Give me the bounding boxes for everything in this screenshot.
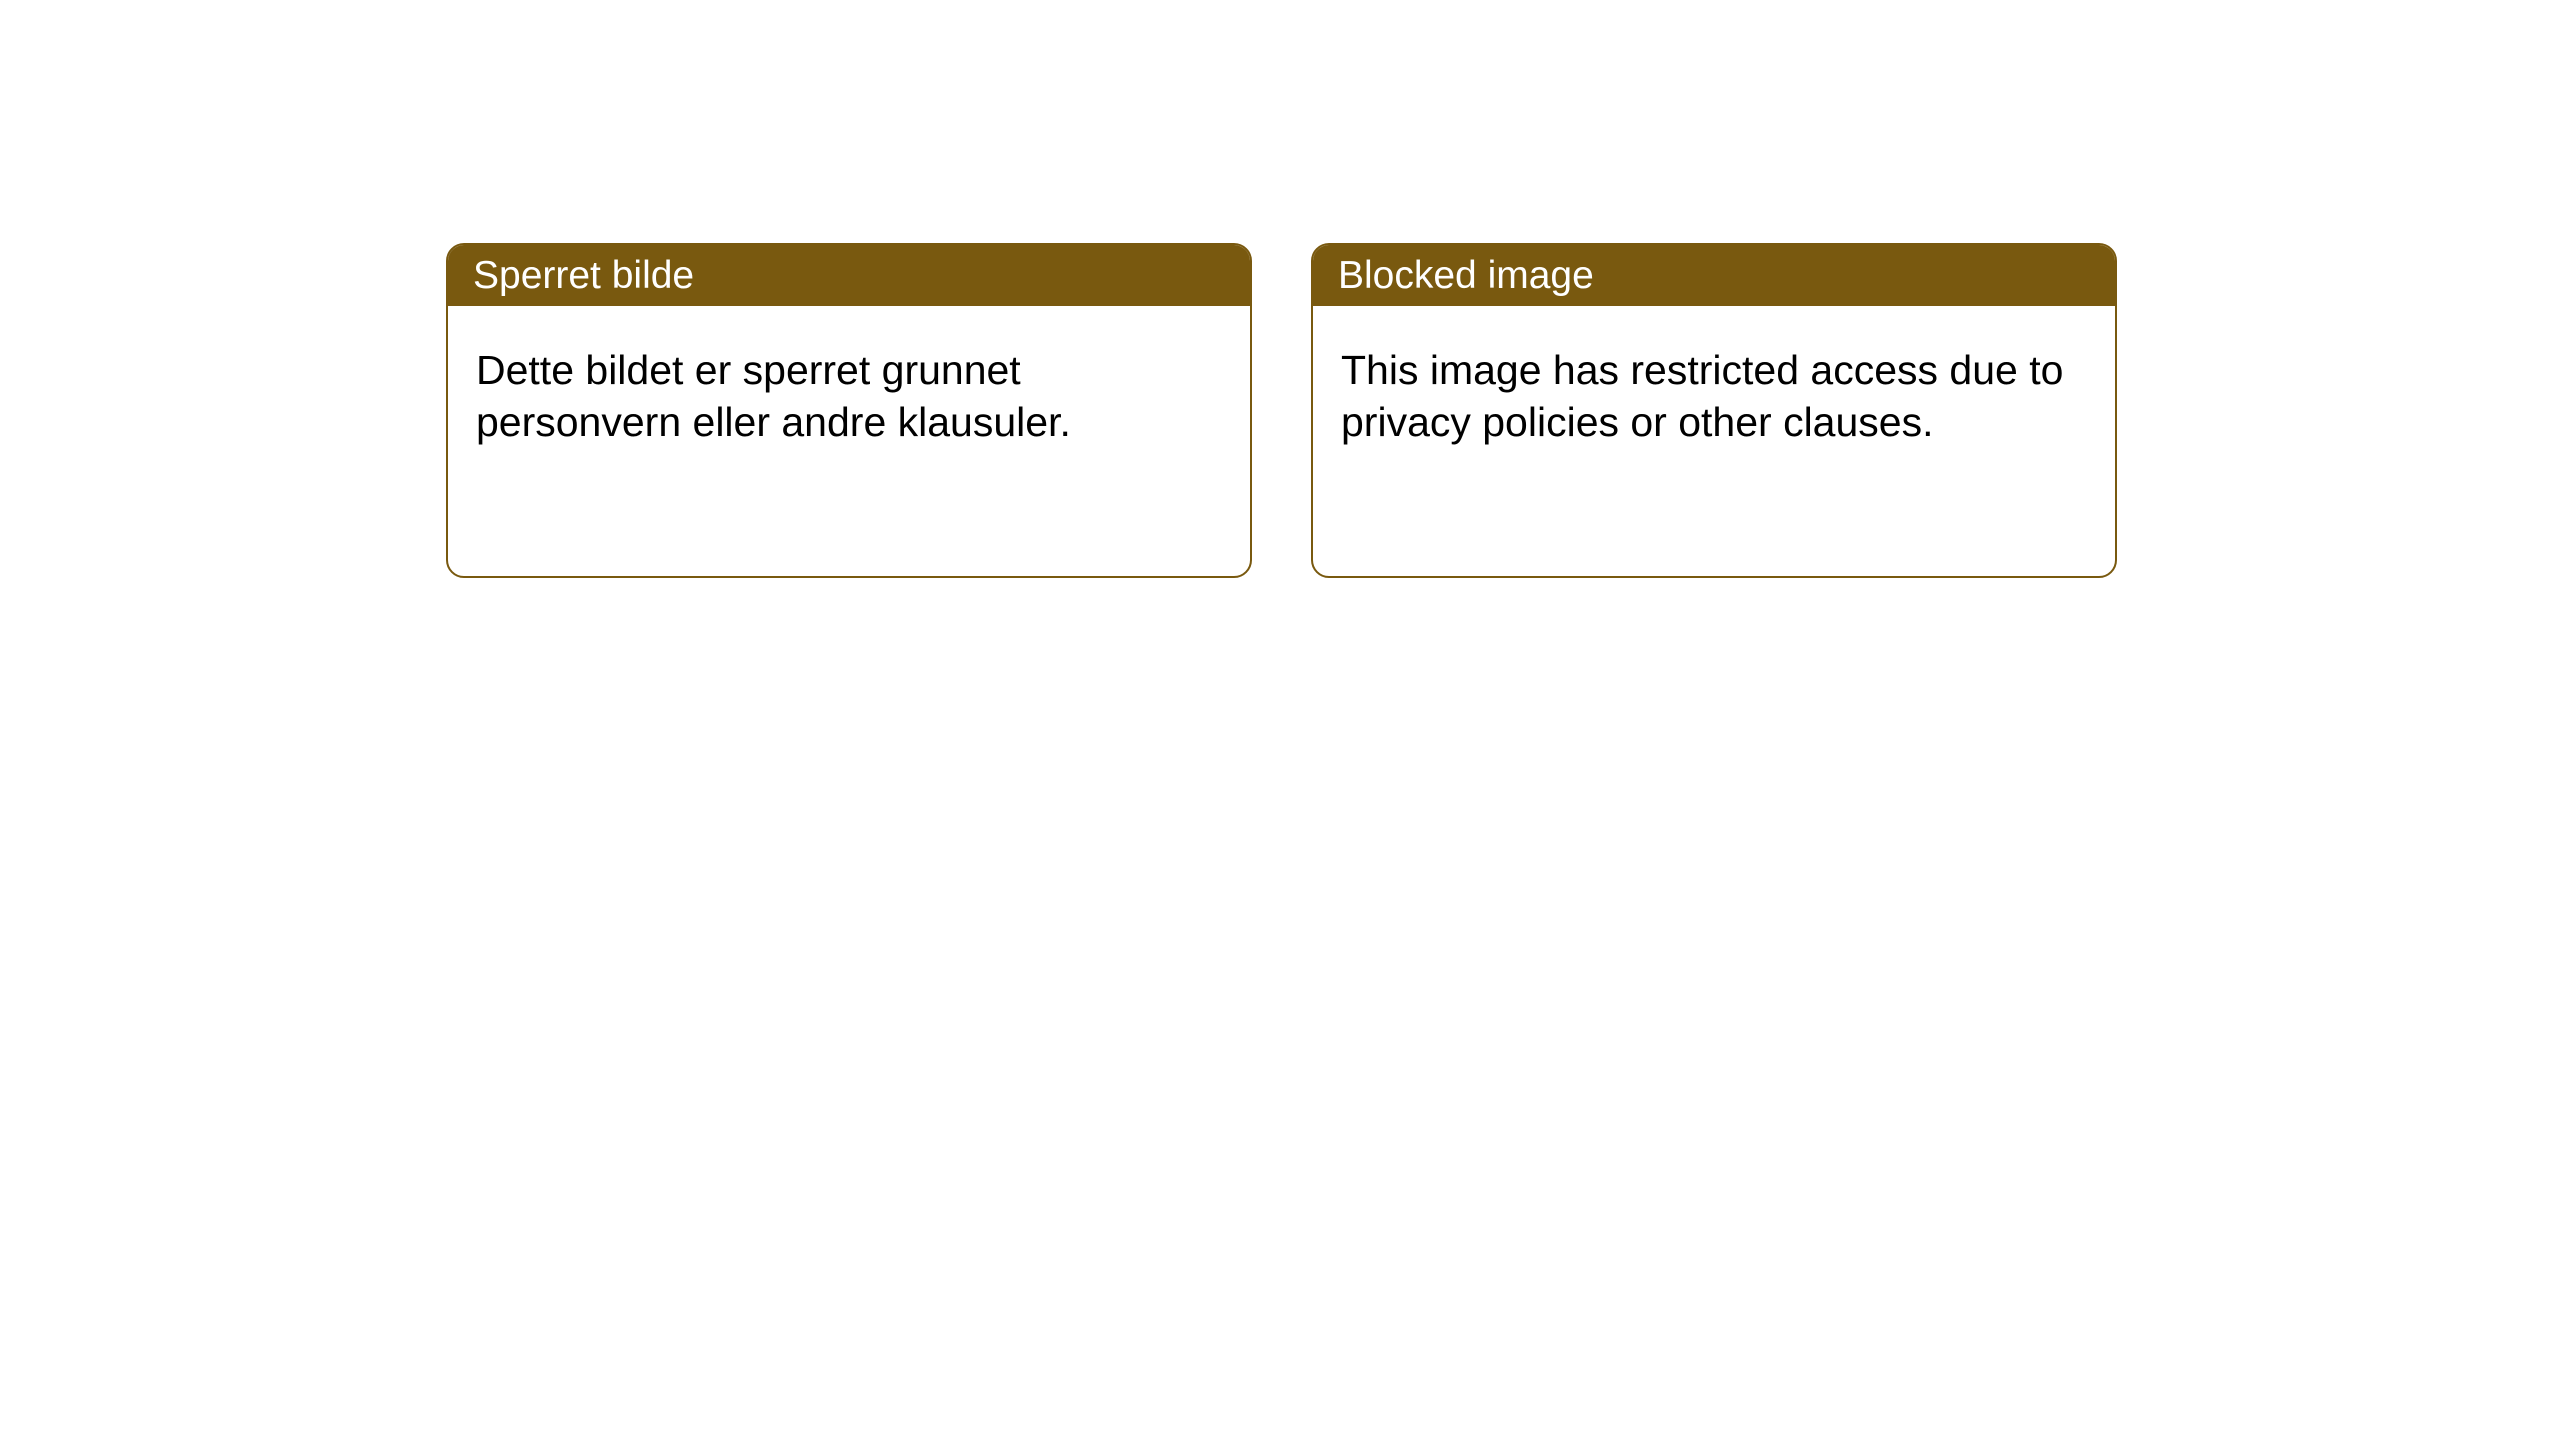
card-norwegian: Sperret bilde Dette bildet er sperret gr… (446, 243, 1252, 578)
card-message-norwegian: Dette bildet er sperret grunnet personve… (448, 306, 1250, 477)
card-message-english: This image has restricted access due to … (1313, 306, 2115, 477)
card-english: Blocked image This image has restricted … (1311, 243, 2117, 578)
blocked-image-notice-pair: Sperret bilde Dette bildet er sperret gr… (446, 243, 2560, 578)
card-title-english: Blocked image (1313, 245, 2115, 306)
card-title-norwegian: Sperret bilde (448, 245, 1250, 306)
